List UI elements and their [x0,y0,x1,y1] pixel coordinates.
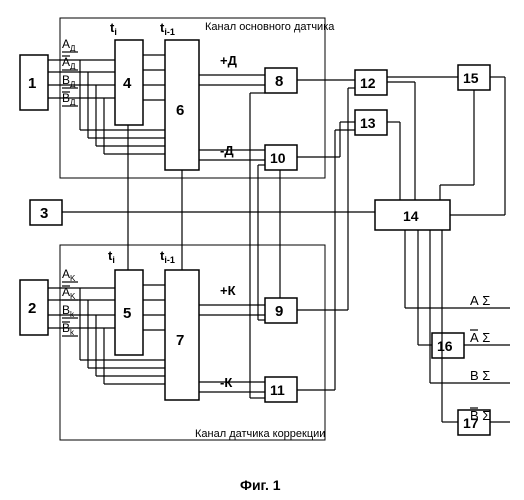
sig-pK: +К [220,283,236,298]
frame-top-label: Канал основного датчика [205,21,335,33]
block-5-label: 5 [123,305,131,322]
block-11-label: 11 [270,382,285,398]
sig-Ak: АK [62,267,76,283]
block-16-label: 16 [437,338,453,354]
sig-Bkn: Вk [62,321,75,337]
sig-BSn: В Σ [470,408,490,423]
ti-bot: ti [108,248,115,265]
sig-Bdn: ВД [62,91,76,107]
block-2-label: 2 [28,300,36,317]
block-14-label: 14 [403,208,419,224]
block-3-label: 3 [40,205,48,222]
block-6-label: 6 [176,102,184,119]
block-4-label: 4 [123,75,132,92]
figure-caption: Фиг. 1 [240,477,281,493]
tim1-bot: ti-1 [160,248,175,265]
frame-bot-label: Канал датчика коррекции [195,428,325,440]
block-13-label: 13 [360,115,376,131]
sig-Adn: АД [62,55,76,71]
block-7-label: 7 [176,332,184,349]
block-10-label: 10 [270,150,286,166]
sig-BS: В Σ [470,368,490,383]
block-1-label: 1 [28,75,36,92]
ti-top: ti [110,20,117,37]
sig-Bd: ВД [62,73,76,89]
tim1-top: ti-1 [160,20,175,37]
sig-Ad: АД [62,37,76,53]
sig-AS: А Σ [470,293,490,308]
block-15-label: 15 [463,70,479,86]
sig-Bk: Вk [62,303,75,319]
block-12-label: 12 [360,75,376,91]
sig-pD: +Д [220,53,238,68]
block-9-label: 9 [275,303,283,320]
sig-ASn: А Σ [470,330,490,345]
block-8-label: 8 [275,73,283,90]
